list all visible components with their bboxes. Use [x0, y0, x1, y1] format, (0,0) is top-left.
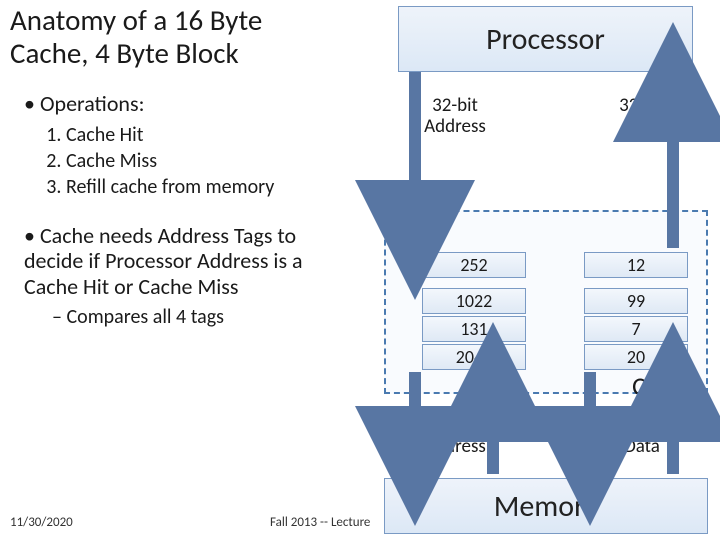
footer-lecture: Fall 2013 -- Lecture [270, 515, 370, 530]
bullet-area: • Operations: Cache Hit Cache Miss Refil… [18, 90, 358, 329]
list-item: Cache Miss [66, 149, 358, 173]
arrow-addr-up-bot [478, 372, 508, 476]
arrow-data-up-bot [658, 372, 688, 476]
sub-bullet: – Compares all 4 tags [52, 305, 358, 329]
arrow-data-down-bot [575, 372, 605, 476]
addr-cell: 252 [422, 252, 526, 278]
list-item: Cache Hit [66, 123, 358, 147]
processor-box: Processor [398, 6, 693, 72]
footer-date: 11/30/2020 [10, 515, 73, 530]
addr-cell: 131 [422, 316, 526, 342]
sub-bullet-text: Compares all 4 tags [66, 305, 224, 329]
addr-cell: 1022 [422, 288, 526, 314]
slide-title: Anatomy of a 16 Byte Cache, 4 Byte Block [10, 4, 340, 71]
bullet-cache-tags-text: Cache needs Address Tags to decide if Pr… [24, 222, 303, 300]
memory-box: Memory [384, 478, 708, 534]
arrow-addr-down-bot [400, 372, 430, 476]
operations-list: Cache Hit Cache Miss Refill cache from m… [66, 123, 358, 199]
bullet-cache-tags: • Cache needs Address Tags to decide if … [24, 223, 358, 299]
arrow-data-up [658, 72, 688, 250]
cache-diagram: Processor Memory Cache 32-bit Address 32… [370, 0, 720, 540]
data-cell: 12 [584, 252, 688, 278]
list-item: Refill cache from memory [66, 175, 358, 199]
arrow-addr-down [400, 72, 430, 250]
operations-heading: • Operations: [24, 90, 358, 117]
data-cell: 99 [584, 288, 688, 314]
data-cell: 20 [584, 344, 688, 370]
data-cell: 7 [584, 316, 688, 342]
addr-cell: 2041 [422, 344, 526, 370]
operations-heading-text: Operations: [40, 90, 145, 117]
